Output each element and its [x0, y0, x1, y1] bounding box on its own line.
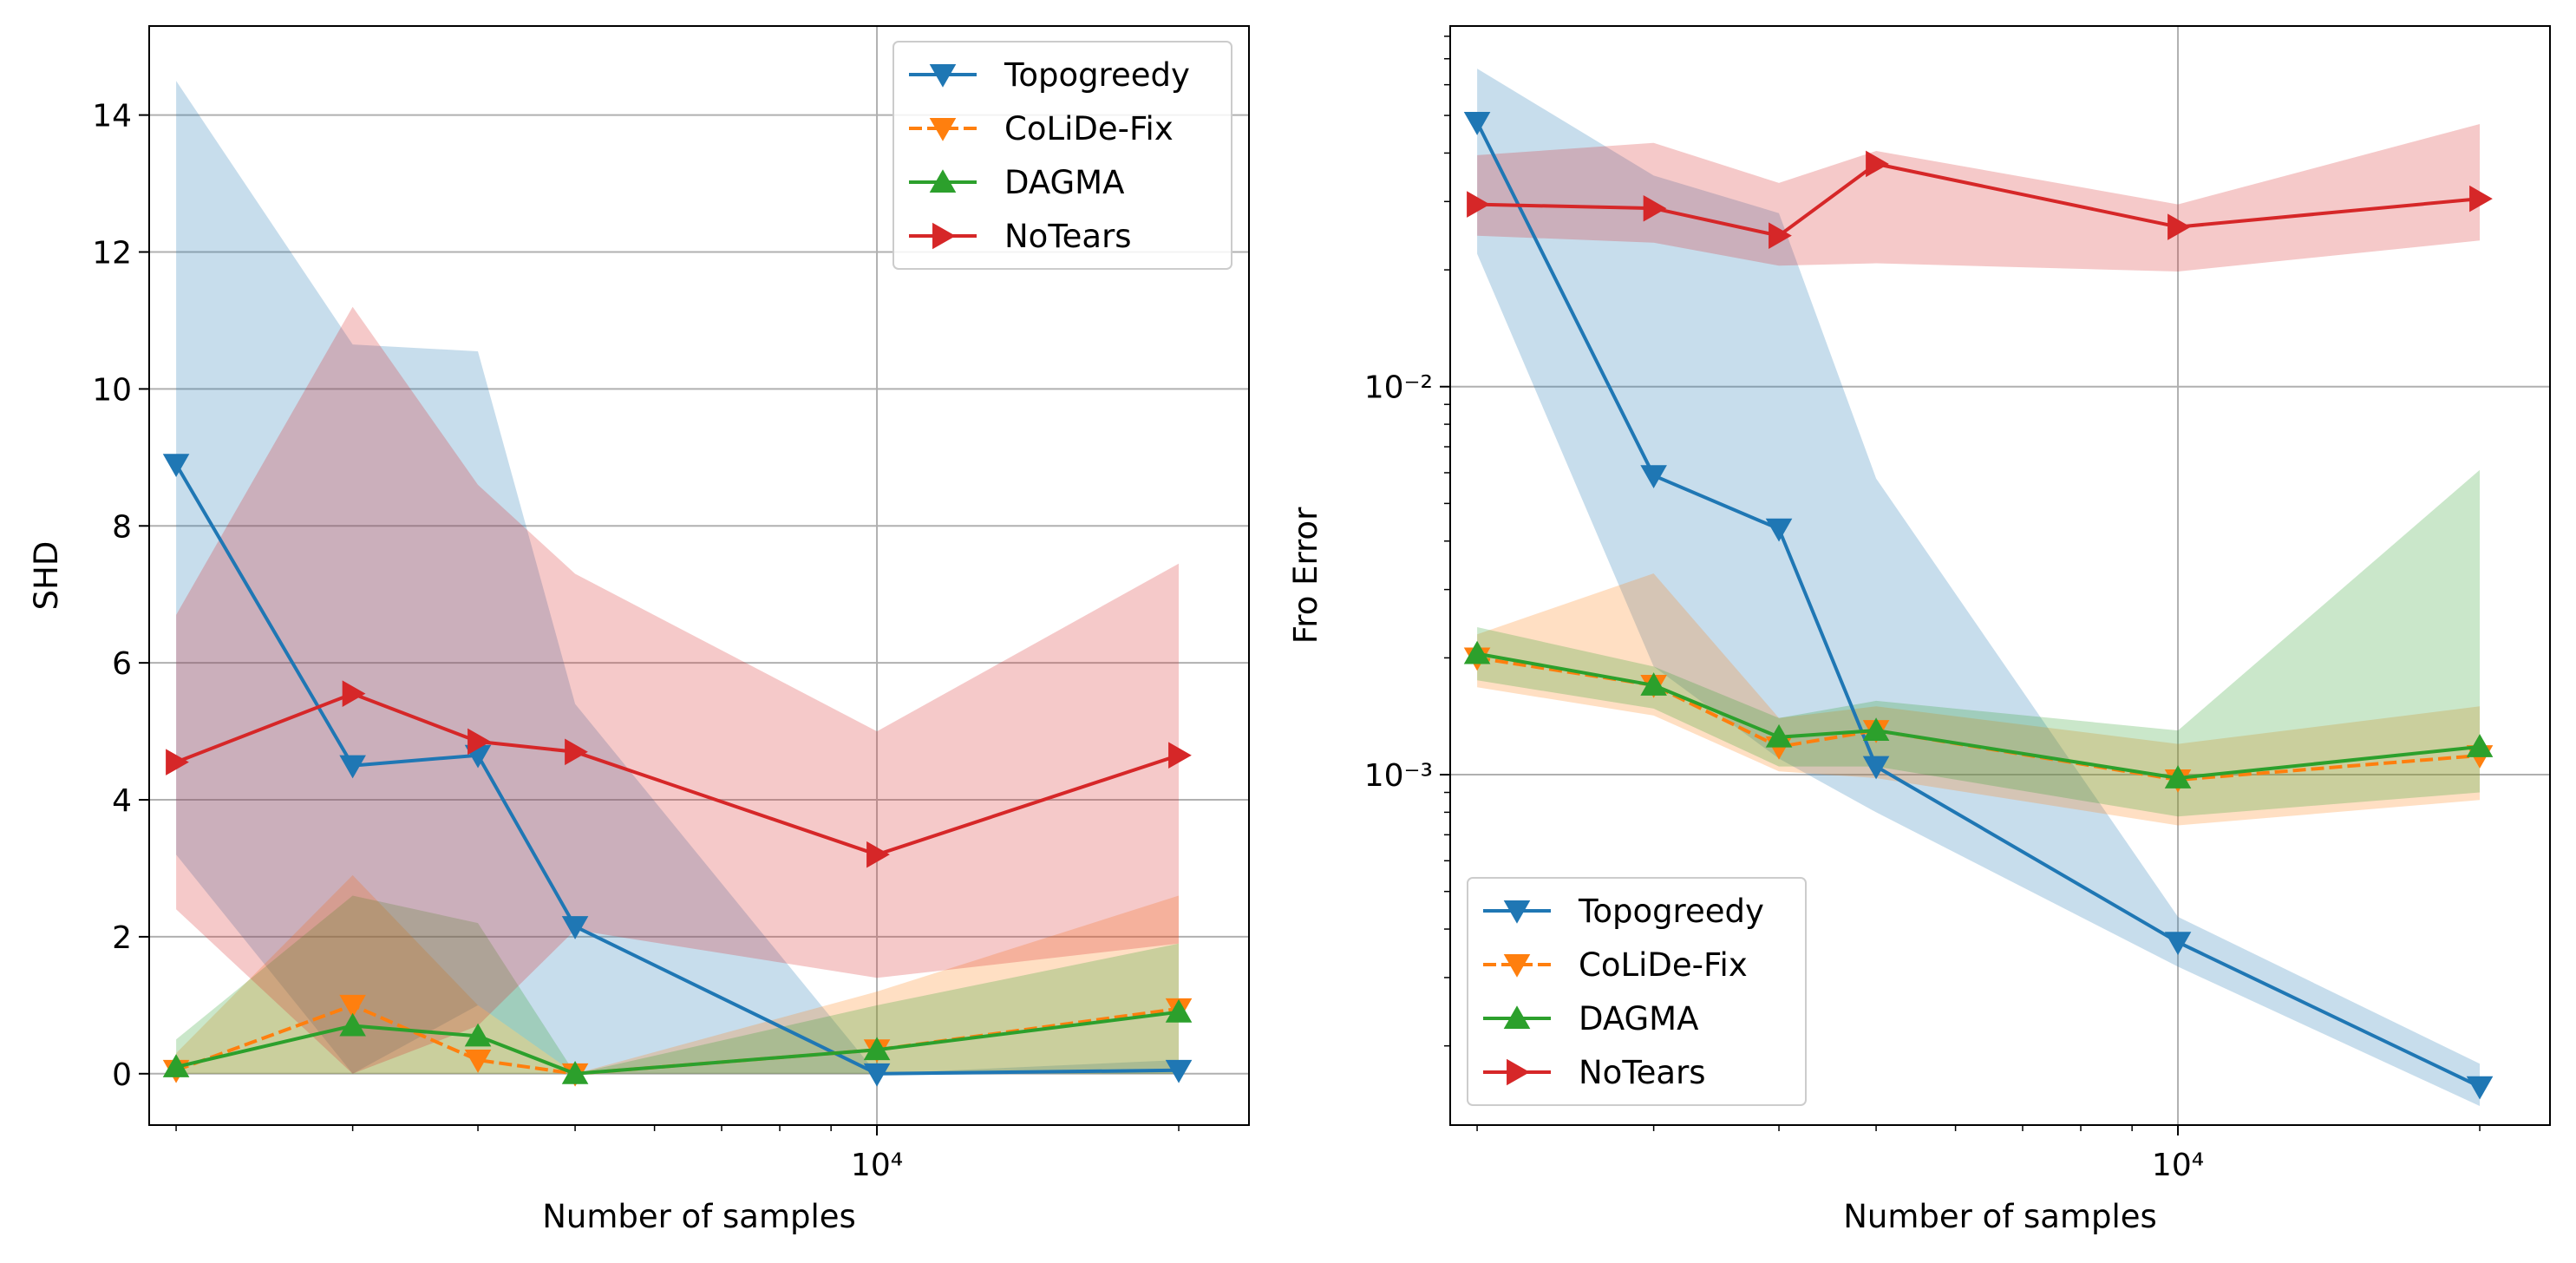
point-topogreedy	[162, 454, 190, 478]
y-tick-label: 10	[92, 372, 132, 408]
point-notears	[1769, 222, 1792, 249]
line-topogreedy	[174, 463, 1180, 1076]
point-dagma	[2164, 765, 2192, 789]
point-dagma	[464, 1023, 492, 1047]
point-dagma	[1765, 723, 1793, 748]
legend-marker-colide-fix	[1503, 954, 1531, 978]
line-notears	[175, 691, 1180, 857]
point-dagma	[1165, 998, 1193, 1023]
legend-marker-colide-fix	[929, 118, 957, 141]
point-topogreedy	[339, 755, 366, 779]
point-notears	[866, 841, 890, 868]
band-notears	[176, 306, 1180, 1074]
y-axis-label: Fro Error	[1287, 507, 1324, 644]
chart-panel-2: 10⁻³ 10⁻² 10⁴ Number of samples Fro Error Top…	[1287, 25, 2551, 1235]
band-dagma	[1477, 469, 2480, 817]
series-dagma	[162, 998, 1193, 1084]
legend-marker-notears	[932, 222, 956, 250]
point-notears	[342, 680, 366, 707]
y-axis-label: SHD	[28, 541, 65, 611]
legend-label-notears: NoTears	[1004, 218, 1132, 255]
point-topogreedy	[2466, 1076, 2494, 1100]
point-notears	[1168, 742, 1192, 769]
band-notears	[1477, 124, 2480, 272]
y-tick-label: 14	[92, 99, 132, 134]
series-topogreedy	[162, 454, 1193, 1087]
point-topogreedy	[863, 1063, 891, 1087]
point-topogreedy	[1165, 1059, 1193, 1083]
legend-label-dagma: DAGMA	[1579, 1000, 1698, 1037]
axes-frame	[148, 25, 1250, 1126]
x-tick-label: 10⁴	[851, 1148, 903, 1183]
series-notears	[1467, 150, 2493, 249]
y-tick-label: 0	[112, 1057, 132, 1093]
legend-box	[1467, 877, 1807, 1106]
point-dagma	[1640, 672, 1667, 696]
point-topogreedy	[1765, 518, 1793, 542]
x-axis-label: Number of samples	[542, 1198, 856, 1235]
point-dagma	[1463, 640, 1491, 664]
line-topogreedy	[1475, 121, 2481, 1089]
x-tick-label: 10⁴	[2152, 1148, 2204, 1183]
legend-marker-topogreedy	[1503, 900, 1531, 924]
chart-panel-1: 0 2 4 6 8 10 12 14 10⁴ Number of samples SHD Topogr…	[28, 25, 1250, 1235]
point-notears	[166, 749, 189, 775]
band-dagma	[176, 895, 1180, 1074]
line-dagma	[1476, 651, 2481, 780]
point-topogreedy	[2164, 932, 2192, 955]
x-axis-label: Number of samples	[1843, 1198, 2157, 1235]
y-tick-label: 10⁻²	[1364, 370, 1433, 406]
series-notears	[166, 680, 1192, 868]
point-notears	[565, 738, 588, 766]
band-topogreedy	[176, 81, 1180, 1074]
band-topogreedy	[1477, 69, 2480, 1107]
legend-label-topogreedy: Topogreedy	[1004, 56, 1190, 94]
band-colide-fix	[1477, 573, 2480, 826]
legend-label-colide-fix: CoLiDe-Fix	[1579, 946, 1748, 984]
legend-label-topogreedy: Topogreedy	[1578, 893, 1764, 930]
point-notears	[2469, 185, 2493, 213]
point-dagma	[863, 1037, 891, 1061]
axes-frame	[1449, 25, 2551, 1126]
series-topogreedy	[1463, 112, 2494, 1100]
legend-label-dagma: DAGMA	[1004, 164, 1124, 201]
legend-marker-dagma	[929, 169, 957, 193]
point-notears	[2167, 213, 2191, 240]
series-dagma	[1463, 640, 2494, 789]
y-tick-label: 8	[112, 509, 132, 545]
legend-label-colide-fix: CoLiDe-Fix	[1004, 110, 1174, 147]
point-notears	[1643, 194, 1667, 222]
legend-label-notears: NoTears	[1579, 1054, 1706, 1091]
y-tick-label: 12	[92, 236, 132, 272]
legend-box	[892, 41, 1232, 270]
legend-marker-dagma	[1503, 1005, 1531, 1029]
point-colide-fix	[339, 994, 366, 1018]
point-dagma	[2466, 734, 2494, 757]
point-topogreedy	[1463, 112, 1491, 135]
point-topogreedy	[1640, 465, 1667, 489]
point-notears	[467, 728, 491, 756]
y-tick-label: 2	[112, 920, 132, 956]
point-dagma	[561, 1060, 589, 1084]
y-tick-label: 4	[112, 783, 132, 819]
line-notears	[1477, 162, 2481, 238]
y-tick-label: 6	[112, 646, 132, 682]
legend-marker-notears	[1507, 1058, 1530, 1086]
legend: Topogreedy CoLiDe-Fix DAGMA NoTears	[892, 41, 1232, 270]
point-dagma	[339, 1012, 366, 1037]
line-dagma	[175, 1010, 1180, 1076]
point-dagma	[162, 1054, 190, 1077]
point-notears	[1467, 191, 1490, 218]
point-topogreedy	[1862, 756, 1890, 780]
point-dagma	[1862, 717, 1890, 742]
legend-marker-topogreedy	[929, 64, 957, 88]
point-notears	[1866, 150, 1889, 178]
band-colide-fix	[176, 874, 1180, 1074]
legend: Topogreedy CoLiDe-Fix DAGMA NoTears	[1467, 877, 1807, 1106]
y-tick-label: 10⁻³	[1364, 758, 1433, 794]
point-topogreedy	[561, 916, 589, 939]
point-colide-fix	[464, 1050, 492, 1073]
